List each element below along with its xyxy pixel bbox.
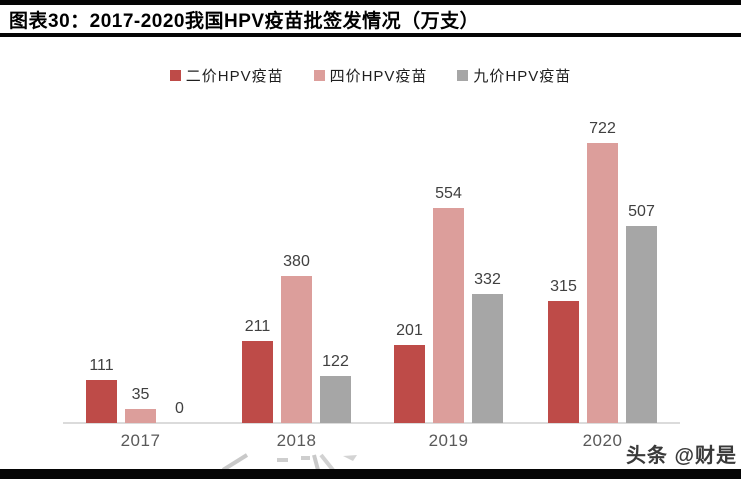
bar-value-label: 315 [550,278,577,295]
watermark: 头条 @财是 [625,445,737,467]
x-axis-line [63,422,680,424]
bar-二价HPV疫苗-2017 [86,380,117,423]
bar-value-label: 201 [396,322,423,339]
bar-二价HPV疫苗-2020 [548,301,579,423]
category-label-2019: 2019 [428,431,469,450]
bar-value-label: 722 [589,120,616,137]
bar-value-label: 332 [474,271,501,288]
bar-value-label: 211 [244,318,271,335]
legend-item-四价HPV疫苗: 四价HPV疫苗 [313,65,428,86]
bar-value-label: 507 [628,203,655,220]
bar-四价HPV疫苗-2020 [587,143,618,423]
legend-swatch-icon [313,69,325,81]
category-label-2018: 2018 [276,431,317,450]
legend-label: 九价HPV疫苗 [473,67,572,85]
header-bottom-rule [0,33,741,37]
bar-九价HPV疫苗-2018 [320,376,351,423]
legend-swatch-icon [169,69,181,81]
bar-二价HPV疫苗-2019 [394,345,425,423]
bar-二价HPV疫苗-2018 [242,341,273,423]
legend-item-九价HPV疫苗: 九价HPV疫苗 [457,65,571,86]
category-label-2020: 2020 [582,431,623,450]
bar-value-label: 122 [322,353,349,370]
legend-label: 四价HPV疫苗 [329,67,428,85]
figure-title: 图表30：2017-2020我国HPV疫苗批签发情况（万支） [9,10,480,32]
bar-value-label: 111 [89,357,114,374]
legend-swatch-icon [457,69,469,81]
bar-value-label: 0 [175,400,184,417]
watermark-fragment [221,453,357,470]
legend-label: 二价HPV疫苗 [185,67,284,85]
bar-九价HPV疫苗-2020 [626,226,657,423]
bar-value-label: 554 [435,185,462,202]
header-title-row: 图表30：2017-2020我国HPV疫苗批签发情况（万支） [0,5,741,33]
legend-item-二价HPV疫苗: 二价HPV疫苗 [169,65,284,86]
header-top-rule [0,0,741,5]
bar-四价HPV疫苗-2019 [433,208,464,423]
bar-value-label: 380 [283,253,310,270]
category-label-2017: 2017 [120,431,161,450]
bar-九价HPV疫苗-2019 [472,294,503,423]
bar-四价HPV疫苗-2017 [125,409,156,423]
bar-四价HPV疫苗-2018 [281,276,312,423]
bottom-black-bar [0,469,741,479]
bar-value-label: 35 [131,386,150,403]
chart-legend: 二价HPV疫苗 四价HPV疫苗 九价HPV疫苗 [0,64,741,86]
figure-header: 图表30：2017-2020我国HPV疫苗批签发情况（万支） [0,0,741,37]
